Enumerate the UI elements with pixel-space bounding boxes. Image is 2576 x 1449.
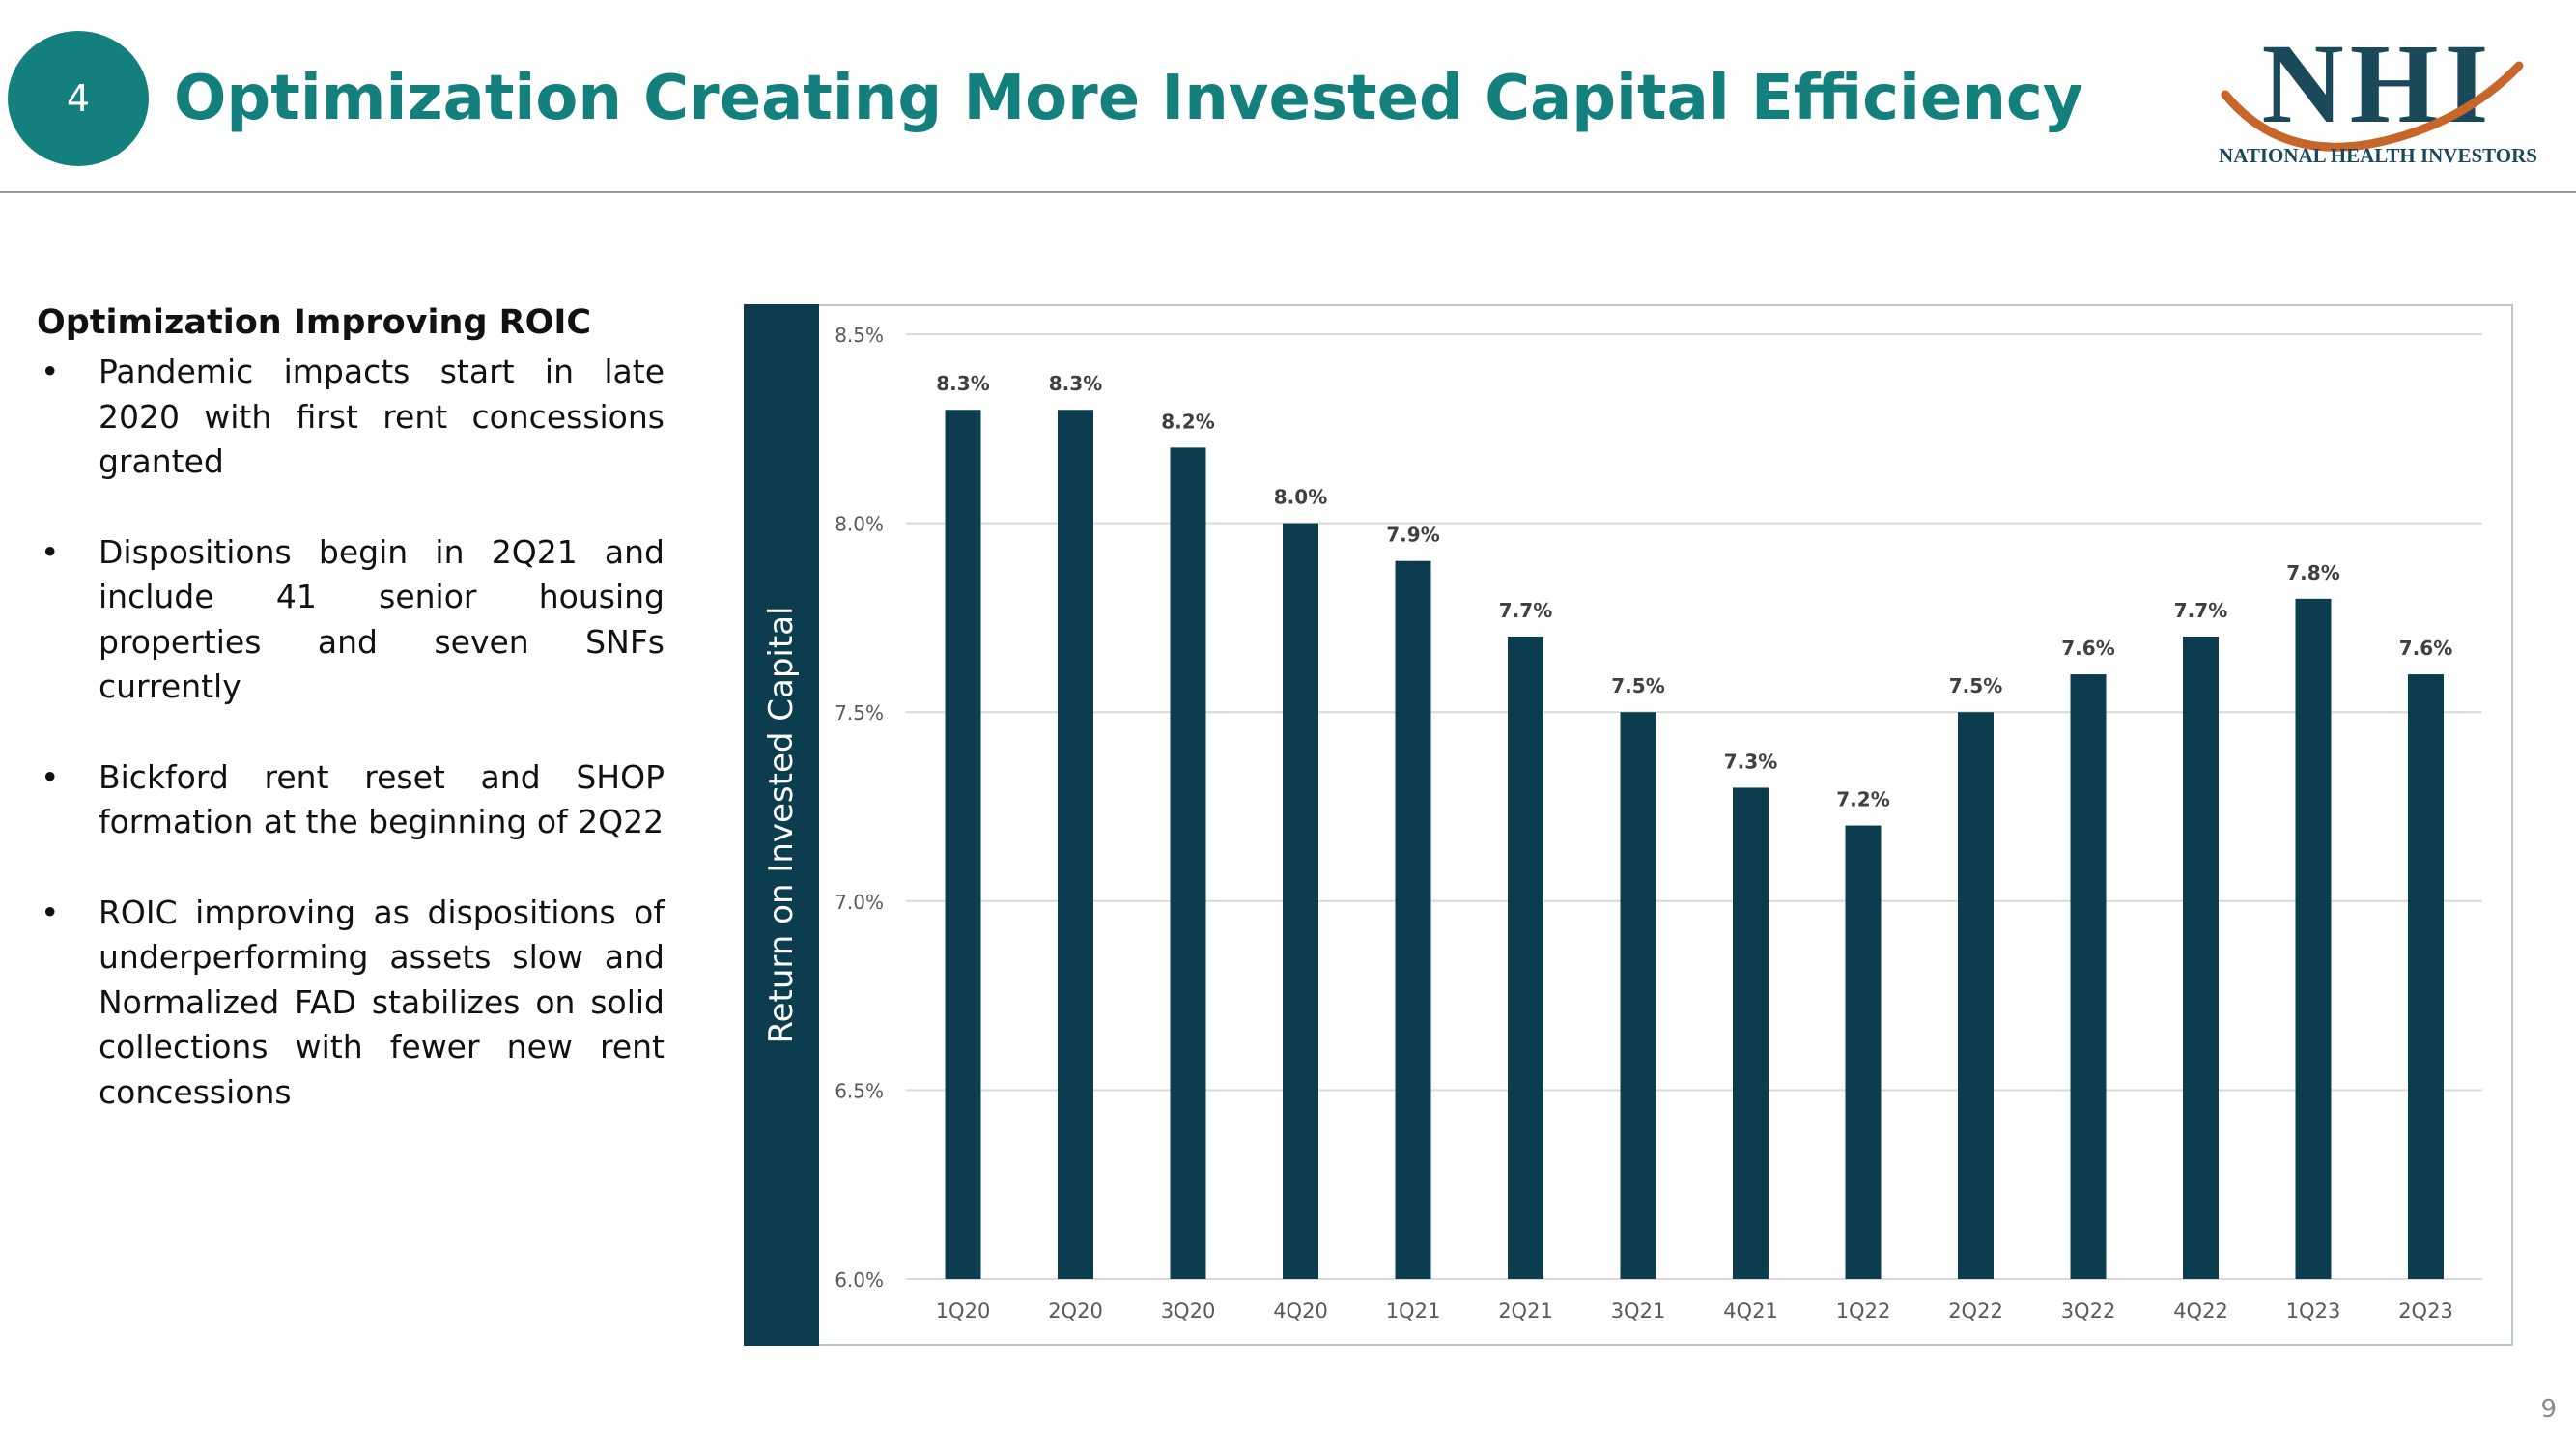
bar — [1058, 410, 1093, 1279]
x-tick-label: 1Q23 — [2286, 1299, 2341, 1322]
bullet-list: • Pandemic impacts start in late 2020 wit… — [37, 350, 665, 1115]
bullet-item: • Bickford rent reset and SHOP formation … — [41, 757, 665, 841]
x-tick-label: 1Q21 — [1386, 1299, 1441, 1322]
x-tick-label: 1Q22 — [1836, 1299, 1891, 1322]
nhi-logo: NHI NATIONAL HEALTH INVESTORS — [2219, 27, 2537, 167]
x-tick-label: 3Q21 — [1611, 1299, 1666, 1322]
data-label: 8.3% — [1049, 372, 1102, 395]
bar — [1620, 712, 1656, 1279]
y-tick-label: 7.5% — [835, 701, 884, 724]
data-label: 8.0% — [1274, 486, 1327, 509]
bullet-item: • Pandemic impacts start in late 2020 wit… — [41, 353, 665, 480]
x-tick-label: 4Q20 — [1273, 1299, 1328, 1322]
data-label: 7.9% — [1386, 524, 1439, 547]
data-label: 7.3% — [1724, 750, 1777, 773]
x-tick-label: 3Q20 — [1161, 1299, 1216, 1322]
x-tick-label: 2Q21 — [1498, 1299, 1553, 1322]
logo-swoosh — [2221, 61, 2524, 152]
logo-caption: NATIONAL HEALTH INVESTORS — [2219, 144, 2537, 167]
x-tick-label: 1Q20 — [936, 1299, 991, 1322]
data-label: 7.5% — [1611, 674, 1664, 697]
data-label: 7.8% — [2286, 561, 2339, 584]
bar — [1845, 825, 1882, 1279]
bullet-text: Pandemic impacts start in late 2020 with… — [99, 353, 665, 480]
x-tick-label: 2Q22 — [1948, 1299, 2003, 1322]
header-divider — [0, 191, 2576, 193]
left-panel: Optimization Improving ROIC • Pandemic im… — [37, 299, 665, 1160]
x-tick-label: 4Q21 — [1723, 1299, 1778, 1322]
bar — [1508, 636, 1543, 1279]
x-tick-label: 4Q22 — [2173, 1299, 2228, 1322]
y-tick-label: 8.0% — [835, 513, 884, 536]
x-tick-label: 3Q22 — [2061, 1299, 2116, 1322]
y-axis-label-band — [744, 304, 819, 1346]
bar — [1733, 787, 1769, 1279]
x-tick-label: 2Q20 — [1048, 1299, 1103, 1322]
data-label: 7.6% — [2399, 637, 2452, 660]
bar — [1170, 447, 1206, 1279]
page-title: Optimization Creating More Invested Capi… — [174, 63, 2083, 134]
data-label: 7.7% — [1499, 599, 1552, 622]
data-label: 8.2% — [1161, 410, 1214, 433]
data-label: 7.7% — [2174, 599, 2227, 622]
y-tick-label: 6.0% — [835, 1268, 884, 1292]
y-tick-label: 6.5% — [835, 1079, 884, 1102]
bar — [2408, 674, 2444, 1279]
section-number: 4 — [66, 77, 91, 120]
data-label: 7.2% — [1836, 788, 1889, 811]
section-number-badge: 4 — [8, 31, 149, 166]
x-tick-label: 2Q23 — [2398, 1299, 2453, 1322]
logo-mark: NHI — [2262, 27, 2495, 147]
bullet-text: ROIC improving as dispositions of underp… — [99, 893, 665, 1111]
bar — [2183, 636, 2219, 1279]
data-label: 7.5% — [1949, 674, 2002, 697]
bullet-item: • ROIC improving as dispositions of under… — [41, 893, 665, 1111]
bar — [2070, 674, 2107, 1279]
data-label: 8.3% — [936, 372, 989, 395]
y-tick-label: 8.5% — [835, 324, 884, 347]
data-label: 7.6% — [2061, 637, 2114, 660]
bullet-item: • Dispositions begin in 2Q21 and include … — [41, 532, 665, 706]
bar — [1958, 712, 1994, 1279]
bar — [1283, 523, 1318, 1279]
bullet-text: Bickford rent reset and SHOP formation a… — [99, 757, 665, 841]
left-heading: Optimization Improving ROIC — [37, 303, 592, 342]
page-number: 9 — [2540, 1395, 2557, 1424]
bar — [2295, 598, 2332, 1279]
bar — [1395, 560, 1431, 1279]
y-tick-label: 7.0% — [835, 891, 884, 914]
bullet-text: Dispositions begin in 2Q21 and include 4… — [99, 532, 665, 706]
bar — [945, 410, 981, 1279]
